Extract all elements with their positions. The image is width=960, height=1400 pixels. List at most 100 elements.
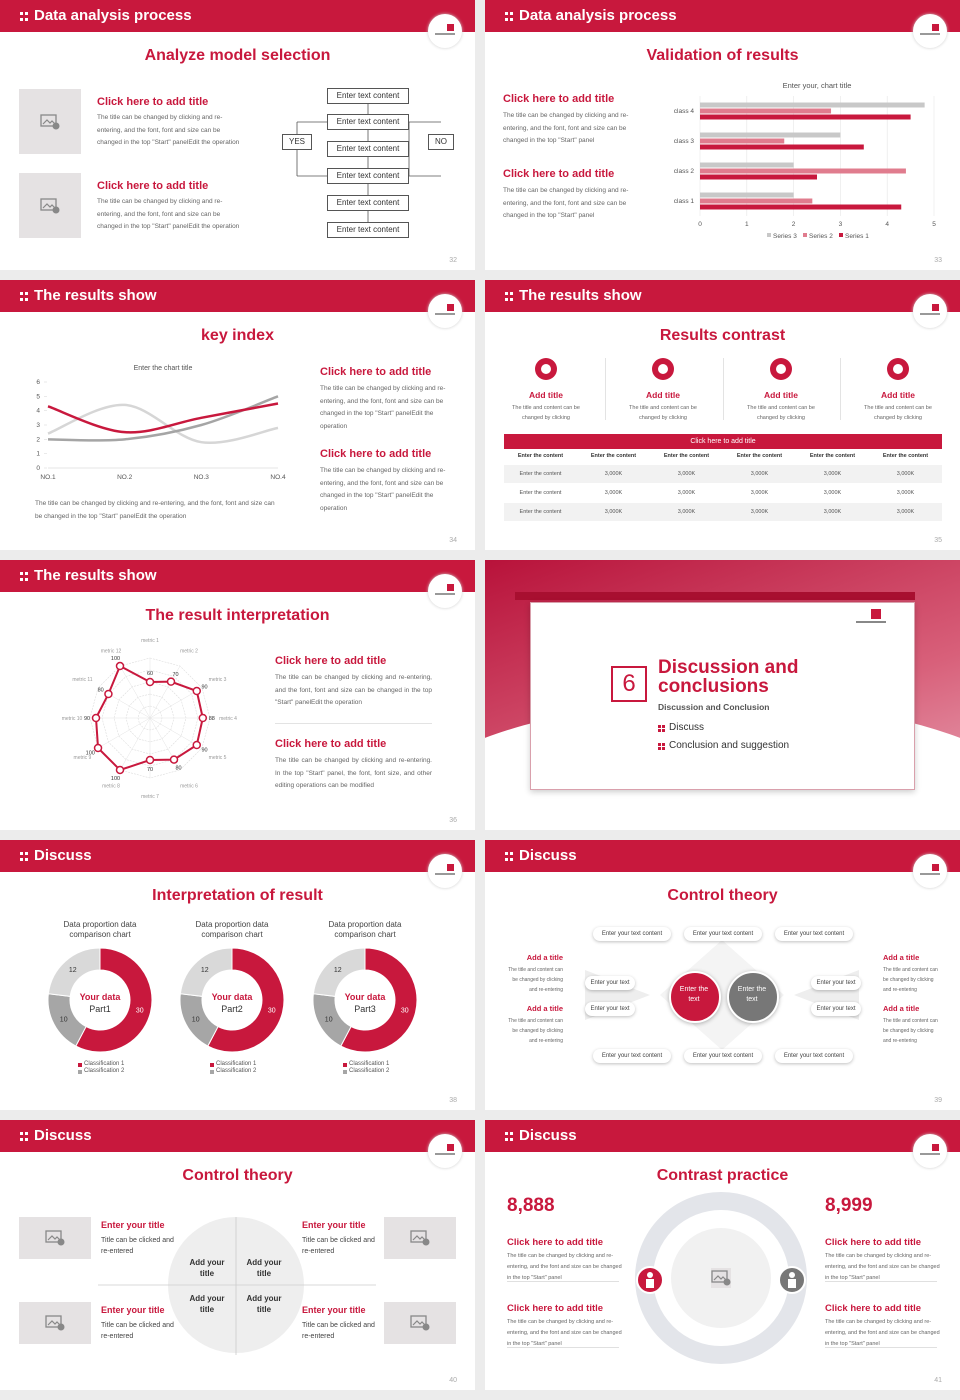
column-title: Add title <box>529 390 563 400</box>
logo-bar <box>920 313 940 315</box>
item-text: The title can be changed by clicking and… <box>320 467 446 512</box>
icon-mountain <box>42 202 56 208</box>
table-header-cell: Enter the content <box>517 453 564 459</box>
radar-value-label: 70 <box>147 767 153 773</box>
radar-value-label: 100 <box>111 776 120 782</box>
slide: Discuss Control theory 40 Add your title Add… <box>0 1120 475 1390</box>
item-title: Click here to add title <box>507 1237 604 1248</box>
icon-mountain <box>42 118 56 124</box>
bullet-dot <box>658 743 661 746</box>
donut-segment <box>340 947 418 1053</box>
bullet-dot <box>662 747 665 750</box>
header-icon-dot <box>20 572 23 575</box>
legend-label: Classification 2 <box>216 1068 257 1074</box>
text-box: Enter your text <box>811 1002 861 1016</box>
icon-glyph <box>541 364 551 374</box>
image-icon <box>410 1230 430 1246</box>
quadrant-label: Add your title <box>246 1294 282 1314</box>
icon-mountain <box>47 1320 61 1326</box>
person-body <box>788 1279 796 1288</box>
bullet-text: Discuss <box>669 722 705 733</box>
logo-mark <box>932 864 939 871</box>
item-title: Click here to add title <box>275 655 387 667</box>
radar-spoke <box>149 665 181 719</box>
legend-label: Classification 1 <box>84 1061 125 1067</box>
header-icon-dot <box>25 852 28 855</box>
text-box: Enter your text content <box>775 927 853 941</box>
radar-axis-label: metric 8 <box>102 784 120 790</box>
table-cell: 3,000K <box>604 471 623 477</box>
side-title: Add a title <box>526 1004 563 1013</box>
table-row <box>504 465 942 483</box>
page-number: 33 <box>934 257 942 264</box>
bar <box>700 138 785 144</box>
slide-header: Discuss <box>485 840 960 872</box>
y-tick-label: class 2 <box>674 168 695 175</box>
person-head <box>647 1272 653 1278</box>
bullet-dot <box>658 747 661 750</box>
slide-header: The results show <box>485 280 960 312</box>
donut-chart: 30 10 12 <box>312 947 418 1053</box>
radar-point <box>192 740 202 750</box>
header-icon-dot <box>505 858 508 861</box>
header-text: The results show <box>34 567 157 584</box>
line-series <box>47 403 279 445</box>
legend-swatch <box>343 1070 347 1074</box>
person-icon <box>636 1266 664 1294</box>
table-cell: 3,000K <box>604 509 623 515</box>
person-head <box>789 1272 795 1278</box>
text-box: Enter your text <box>811 976 861 990</box>
item-title: Enter your title <box>101 1220 165 1230</box>
logo-bar <box>435 873 455 875</box>
image-placeholder <box>384 1217 456 1259</box>
radar-spoke <box>97 717 151 749</box>
column-divider <box>605 358 606 420</box>
donut-center-label: Part1 <box>89 1004 111 1014</box>
image-icon <box>40 113 60 129</box>
item-title: Click here to add title <box>503 168 615 180</box>
logo-mark <box>447 584 454 591</box>
radar-axis-label: metric 7 <box>141 794 159 800</box>
header-icon-dot <box>20 292 23 295</box>
table-cell: 3,000K <box>604 490 623 496</box>
icon-plus <box>57 1238 65 1246</box>
icon-plus <box>422 1238 430 1246</box>
table-cell: 3,000K <box>750 490 769 496</box>
item-text: The title can be changed by clicking and… <box>825 1319 940 1347</box>
side-title: Add a title <box>526 953 563 962</box>
item-text: The title can be changed by clicking and… <box>507 1319 622 1347</box>
slide: 376Discussion and conclusionsDiscussion … <box>485 560 960 830</box>
header-icon-dot <box>510 1138 513 1141</box>
radar-point <box>192 686 202 696</box>
header-icon-dot <box>510 852 513 855</box>
header-icon-dot <box>25 298 28 301</box>
text-box: Enter your text <box>585 976 635 990</box>
item-text: The title can be changed by clicking and… <box>503 112 629 144</box>
donut-value-label: 10 <box>325 1017 333 1024</box>
header-icon-dot <box>505 1132 508 1135</box>
radar-value-label: 80 <box>98 688 104 694</box>
legend-swatch <box>839 233 843 237</box>
column-title: Add title <box>764 390 798 400</box>
logo <box>913 14 947 48</box>
x-tick-label: 5 <box>932 221 936 228</box>
radar-axis-label: metric 2 <box>180 648 198 654</box>
legend-swatch <box>78 1070 82 1074</box>
item-title: Click here to add title <box>507 1303 604 1314</box>
cross-lines <box>98 1217 376 1355</box>
bar <box>700 162 794 168</box>
column-text: The title and content can be changed by … <box>864 405 932 421</box>
section-subtitle: Discussion and Conclusion <box>658 702 770 712</box>
logo <box>428 854 462 888</box>
slide: The results show The result interpretatio… <box>0 560 475 830</box>
header-text: The results show <box>519 287 642 304</box>
item-divider <box>507 1281 619 1282</box>
image-icon <box>711 1270 731 1286</box>
logo-bar <box>920 33 940 35</box>
item-title: Click here to add title <box>825 1303 922 1314</box>
y-tick-label: 5 <box>36 393 40 400</box>
header-icon-dot <box>510 298 513 301</box>
text-box: Enter your text content <box>684 1049 762 1063</box>
column-icon <box>887 358 909 380</box>
legend-label: Series 2 <box>809 233 833 240</box>
